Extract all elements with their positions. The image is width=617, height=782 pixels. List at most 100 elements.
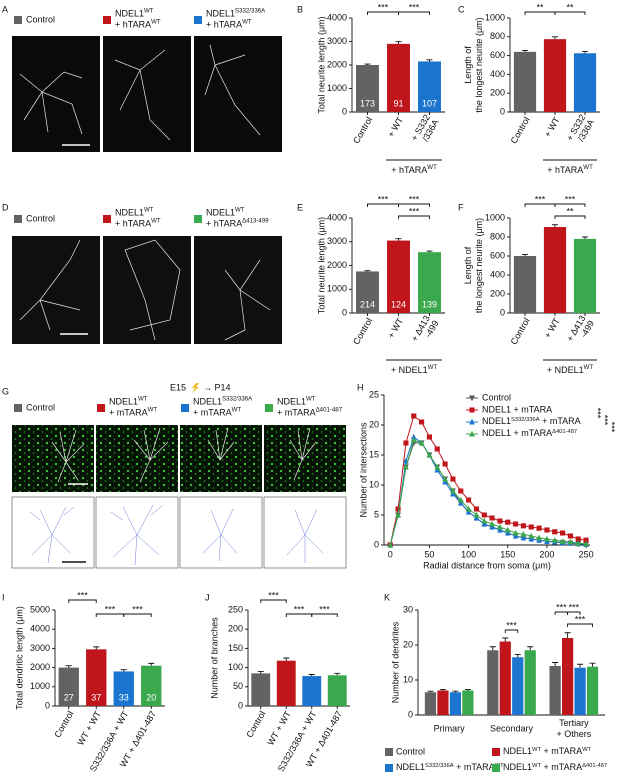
n-label: 37 bbox=[91, 692, 101, 702]
significance-bracket bbox=[567, 611, 581, 615]
neuron bbox=[19, 71, 83, 135]
error-bar bbox=[527, 646, 534, 651]
legend-label-part: NDEL1 bbox=[482, 416, 511, 426]
legend-label: NDEL1S332/336A bbox=[206, 8, 266, 19]
significance-label: *** bbox=[132, 604, 143, 614]
y-axis-label: Number of branches bbox=[209, 617, 219, 699]
marker bbox=[466, 497, 472, 503]
y-tick-label: 0 bbox=[374, 539, 379, 549]
marker bbox=[403, 440, 409, 446]
y-tick-label: 0 bbox=[45, 700, 50, 710]
legend-label-part: WT bbox=[232, 407, 242, 414]
panel-letter: B bbox=[297, 4, 303, 14]
y-tick-label: 250 bbox=[228, 604, 243, 614]
y-tick-label: 5 bbox=[374, 509, 379, 519]
marker bbox=[497, 518, 503, 524]
panel-letter: J bbox=[205, 592, 210, 602]
legend-label: Control bbox=[396, 746, 425, 756]
y-axis-label: Total neurite length (μm) bbox=[316, 217, 326, 314]
marker bbox=[419, 419, 425, 425]
error-bar bbox=[334, 672, 341, 676]
significance-label: *** bbox=[268, 590, 279, 600]
y-tick-label: 3000 bbox=[327, 236, 347, 246]
panel-letter: H bbox=[357, 382, 364, 392]
error-bar bbox=[395, 41, 402, 44]
y-tick-label: 50 bbox=[233, 681, 243, 691]
legend-label: NDEL1WT + mTARAWT bbox=[503, 746, 592, 756]
panel-letter: E bbox=[297, 202, 303, 212]
legend-label-part: + hTARA bbox=[115, 219, 151, 229]
marker bbox=[434, 463, 441, 470]
legend-label: Control bbox=[482, 392, 511, 402]
marker bbox=[457, 499, 464, 506]
image-row-d bbox=[12, 236, 282, 344]
marker bbox=[426, 451, 433, 458]
legend-label: + mTARAΔ401-487 bbox=[277, 407, 343, 418]
error-bar bbox=[395, 238, 402, 241]
micrograph bbox=[96, 425, 178, 492]
marker bbox=[473, 511, 480, 518]
bar bbox=[302, 676, 322, 706]
legend-label-part: S332/336A bbox=[511, 417, 540, 423]
condition-title: → P14 bbox=[203, 382, 231, 392]
marker bbox=[469, 407, 475, 413]
significance-bracket bbox=[567, 623, 593, 627]
legend-label-part: WT bbox=[144, 8, 154, 15]
marker bbox=[489, 515, 495, 521]
marker bbox=[520, 523, 526, 529]
tracing bbox=[179, 496, 263, 569]
panel-letter: A bbox=[2, 4, 8, 14]
y-tick-label: 200 bbox=[490, 88, 505, 98]
legend-label-part: Δ401-487 bbox=[316, 407, 343, 414]
error-bar bbox=[452, 690, 459, 693]
marker bbox=[512, 532, 519, 539]
x-tick-label-group: + WT bbox=[386, 316, 406, 340]
bar bbox=[524, 650, 536, 715]
bar bbox=[487, 650, 499, 715]
y-tick-label: 15 bbox=[369, 449, 379, 459]
y-axis-label: Number of dendrites bbox=[390, 621, 400, 703]
significance-label: *** bbox=[535, 194, 546, 204]
marker bbox=[567, 533, 573, 539]
marker bbox=[559, 538, 566, 544]
micrograph bbox=[194, 36, 282, 152]
marker bbox=[469, 430, 475, 437]
bar bbox=[561, 638, 574, 715]
marker bbox=[496, 523, 503, 530]
error-bar bbox=[564, 632, 571, 638]
error-bar bbox=[514, 654, 521, 658]
significance-bracket bbox=[367, 11, 399, 15]
bar bbox=[387, 240, 410, 313]
n-label: 107 bbox=[422, 98, 437, 108]
legend-label-part: + mTARA bbox=[277, 408, 316, 418]
significance-label: *** bbox=[77, 590, 88, 600]
legend-label-part: + hTARA bbox=[206, 20, 242, 30]
y-tick-label: 150 bbox=[228, 643, 243, 653]
legend-label-part: WT bbox=[138, 396, 148, 403]
legend-label: NDEL1WT bbox=[277, 396, 316, 407]
y-tick-label: 0 bbox=[408, 709, 413, 719]
marker bbox=[450, 476, 456, 482]
legend-label: + hTARAWT bbox=[115, 218, 161, 229]
panel-letter: I bbox=[2, 592, 5, 602]
legend-label: + hTARAWT bbox=[206, 19, 252, 30]
y-axis-label: Total dendritic length (μm) bbox=[14, 606, 24, 710]
bar bbox=[573, 238, 597, 313]
tracing-lines bbox=[202, 508, 238, 562]
significance-label: *** bbox=[593, 408, 603, 419]
bar bbox=[549, 666, 561, 715]
significance-bracket bbox=[554, 611, 569, 615]
y-tick-label: 1000 bbox=[485, 212, 505, 222]
group-label-part: + hTARA bbox=[547, 165, 583, 175]
error-bar bbox=[552, 36, 558, 40]
significance-label: *** bbox=[556, 602, 567, 612]
y-tick-label: 2000 bbox=[327, 260, 347, 270]
panel-letter: G bbox=[2, 386, 9, 396]
significance-bracket bbox=[367, 203, 399, 207]
marker bbox=[418, 439, 425, 446]
y-tick-label: 3000 bbox=[327, 36, 347, 46]
group-label-part: WT bbox=[584, 364, 594, 371]
significance-label: *** bbox=[378, 194, 389, 204]
marker bbox=[505, 519, 511, 525]
